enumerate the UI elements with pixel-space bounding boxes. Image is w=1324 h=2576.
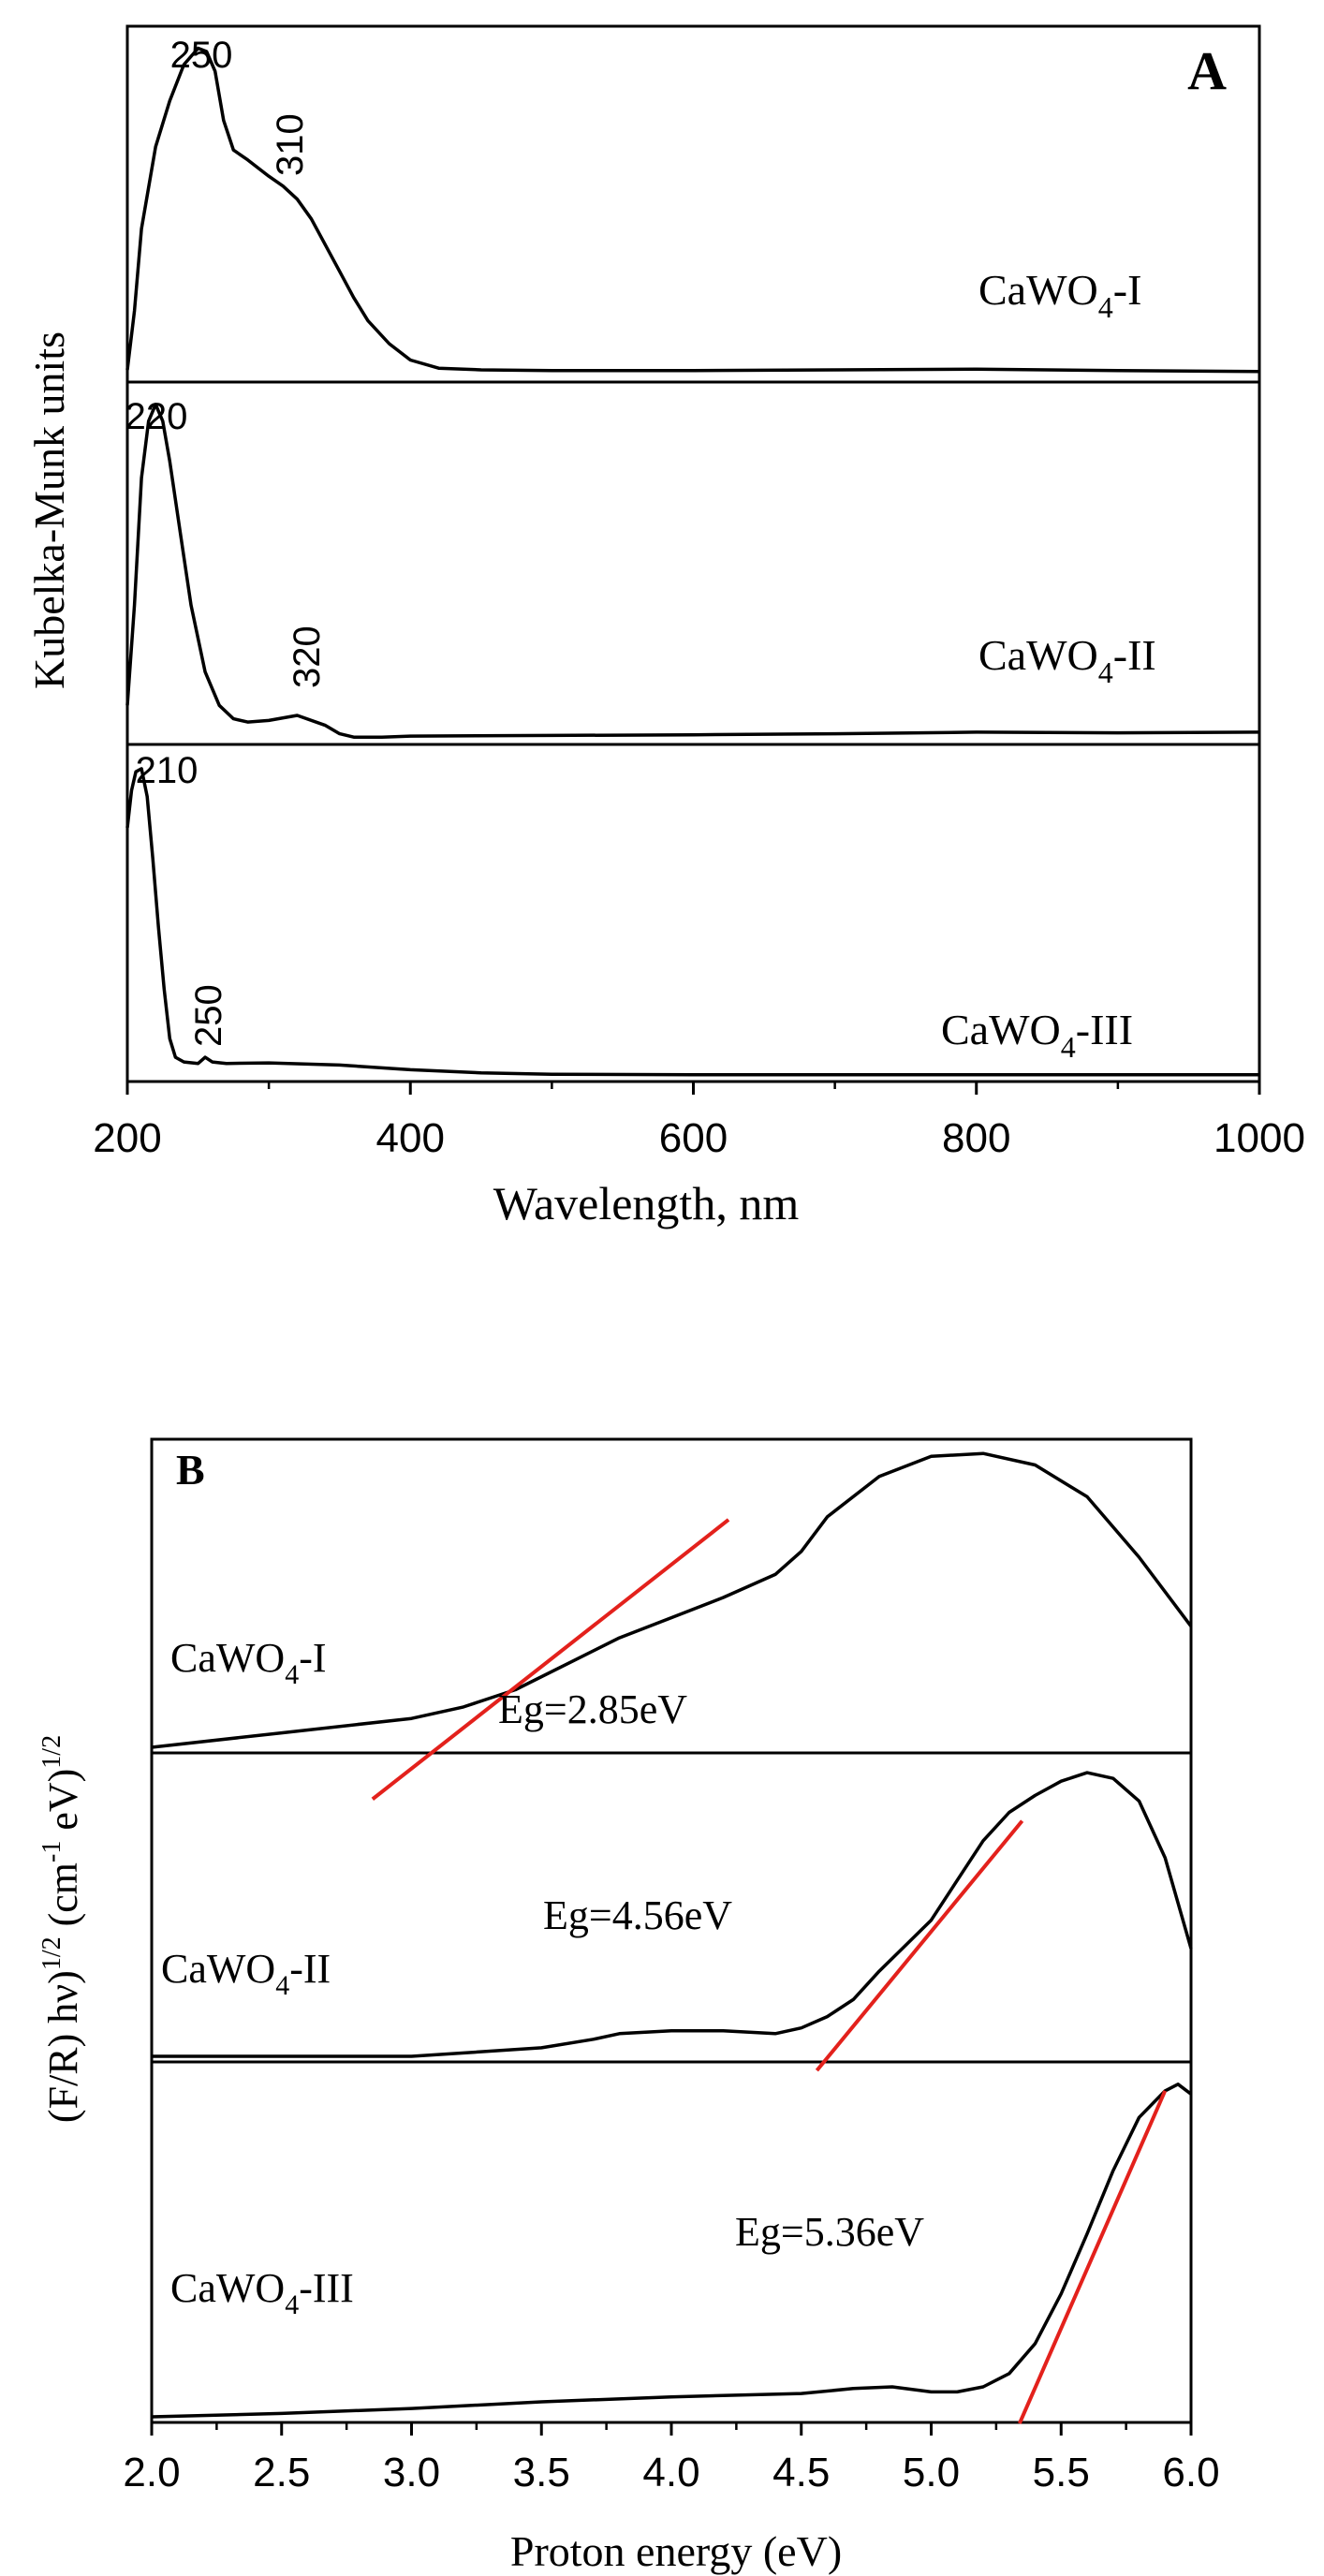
panel-b-x-tick-label-5: 4.5: [772, 2450, 830, 2495]
panel-a-series-label-3: CaWO4-III: [941, 1006, 1133, 1064]
panel-b-x-tick-label-2: 3.0: [383, 2450, 440, 2495]
panel-a-curve-1: [125, 46, 1260, 374]
panel-a-peak-220: 220: [125, 396, 188, 437]
panel-a-peak-210: 210: [136, 750, 199, 791]
panel-b-fit-line-2: [815, 1819, 1024, 2072]
panel-b: 2.0 2.5 3.0 3.5 4.0 4.5 5.0 5.5 6.0 B CaWO4-I Ca…: [37, 1437, 1220, 2575]
panel-a-x-tick-label-1: 400: [376, 1115, 445, 1161]
panel-a-peak-250b: 250: [188, 984, 229, 1047]
panel-b-x-tick-label-1: 2.5: [253, 2450, 310, 2495]
panel-a-curve-2: [125, 403, 1260, 739]
panel-b-x-tick-label-0: 2.0: [123, 2450, 180, 2495]
panel-b-x-tick-label-6: 5.0: [903, 2450, 960, 2495]
panel-b-x-axis-label: Proton energy (eV): [510, 2527, 842, 2575]
panel-a-x-ticks: 200 400 600 800 1000: [93, 1082, 1305, 1161]
panel-b-fit-line-1: [371, 1518, 730, 1801]
panel-a-label: A: [1187, 40, 1227, 101]
panel-b-frames: [150, 1437, 1193, 2424]
panel-b-eg-label-3: Eg=5.36eV: [735, 2209, 924, 2255]
panel-b-y-axis-label: (F/R) hν)1/2 (cm-1 eV)1/2: [37, 1735, 86, 2123]
panel-a-peak-320: 320: [287, 626, 328, 688]
panel-a-y-axis-label: Kubelka-Munk units: [25, 331, 73, 689]
panel-b-x-tick-label-7: 5.5: [1033, 2450, 1090, 2495]
panel-b-eg-label-1: Eg=2.85eV: [498, 1686, 687, 1732]
panel-b-curves: [151, 1451, 1193, 2419]
panel-a-curves: [125, 46, 1260, 1077]
panel-b-series-label-3: CaWO4-III: [170, 2265, 354, 2320]
panel-b-x-tick-label-3: 3.5: [513, 2450, 570, 2495]
panel-b-eg-label-2: Eg=4.56eV: [543, 1892, 732, 1938]
panel-a: 200 400 600 800 1000 A CaWO4-I CaWO4-II CaWO…: [25, 24, 1305, 1229]
panel-a-x-axis-label: Wavelength, nm: [493, 1177, 800, 1229]
panel-a-x-tick-label-2: 600: [659, 1115, 728, 1161]
panel-a-x-tick-label-4: 1000: [1214, 1115, 1305, 1161]
panel-a-peak-310: 310: [270, 113, 311, 176]
panel-b-fit-lines: [371, 1518, 1168, 2424]
panel-a-series-label-2: CaWO4-II: [978, 631, 1156, 689]
panel-a-series-label-1: CaWO4-I: [978, 266, 1141, 324]
panel-a-curve-3: [125, 767, 1259, 1077]
panel-b-series-label-2: CaWO4-II: [161, 1946, 331, 2001]
panel-b-curve-1: [151, 1451, 1193, 1749]
panel-b-series-label-1: CaWO4-I: [170, 1635, 327, 1690]
panel-b-curve-3: [151, 2083, 1193, 2419]
panel-a-x-tick-label-0: 200: [93, 1115, 161, 1161]
panel-b-label: B: [176, 1446, 205, 1494]
panel-b-x-tick-label-4: 4.0: [642, 2450, 699, 2495]
panel-b-x-tick-label-8: 6.0: [1162, 2450, 1219, 2495]
panel-a-peak-250: 250: [170, 35, 233, 76]
panel-b-x-ticks: 2.0 2.5 3.0 3.5 4.0 4.5 5.0 5.5 6.0: [123, 2422, 1220, 2495]
panel-b-curve-2: [152, 1771, 1193, 2058]
panel-a-x-tick-label-3: 800: [942, 1115, 1010, 1161]
panel-b-fit-line-3: [1018, 2090, 1168, 2424]
